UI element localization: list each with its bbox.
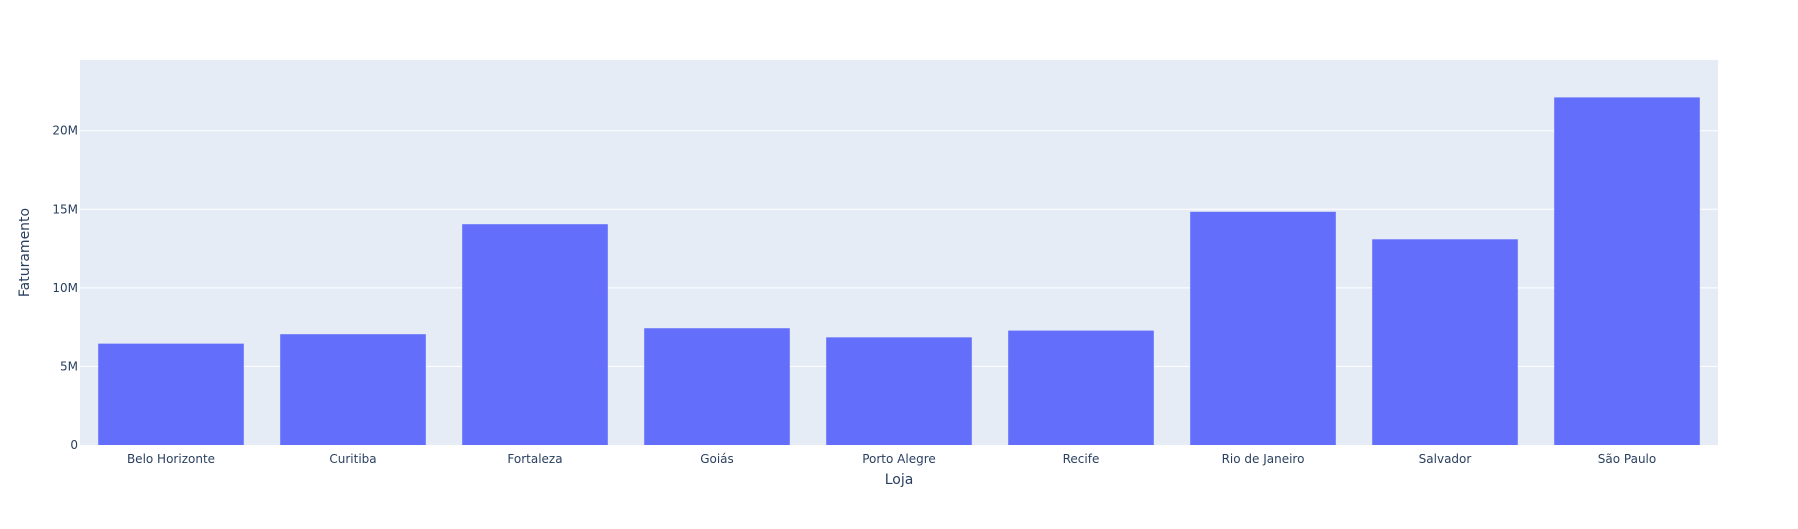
- bar[interactable]: [280, 334, 426, 445]
- y-axis-title: Faturamento: [17, 208, 33, 297]
- bar[interactable]: [1190, 211, 1336, 445]
- y-axis-ticks: 0 5M 10M 15M 20M: [52, 124, 78, 452]
- bars: [98, 97, 1700, 446]
- bar[interactable]: [98, 343, 244, 445]
- y-tick-label: 5M: [60, 359, 78, 373]
- x-tick-label: Recife: [1063, 452, 1100, 466]
- bar[interactable]: [1008, 330, 1154, 445]
- x-tick-label: Goiás: [700, 452, 734, 466]
- x-axis-ticks: Belo Horizonte Curitiba Fortaleza Goiás Port…: [127, 452, 1656, 466]
- x-axis-title: Loja: [885, 472, 914, 488]
- x-tick-label: Belo Horizonte: [127, 452, 215, 466]
- bar[interactable]: [1554, 97, 1700, 446]
- x-tick-label: Salvador: [1419, 452, 1472, 466]
- bar[interactable]: [644, 328, 790, 445]
- y-tick-label: 20M: [52, 124, 78, 138]
- bar[interactable]: [462, 224, 608, 445]
- y-tick-label: 0: [70, 438, 78, 452]
- x-tick-label: Curitiba: [329, 452, 376, 466]
- y-tick-label: 10M: [52, 281, 78, 295]
- bar[interactable]: [826, 337, 972, 445]
- bar[interactable]: [1372, 239, 1518, 445]
- x-tick-label: Rio de Janeiro: [1222, 452, 1305, 466]
- x-tick-label: São Paulo: [1598, 452, 1656, 466]
- x-tick-label: Fortaleza: [507, 452, 562, 466]
- y-tick-label: 15M: [52, 202, 78, 216]
- x-tick-label: Porto Alegre: [862, 452, 936, 466]
